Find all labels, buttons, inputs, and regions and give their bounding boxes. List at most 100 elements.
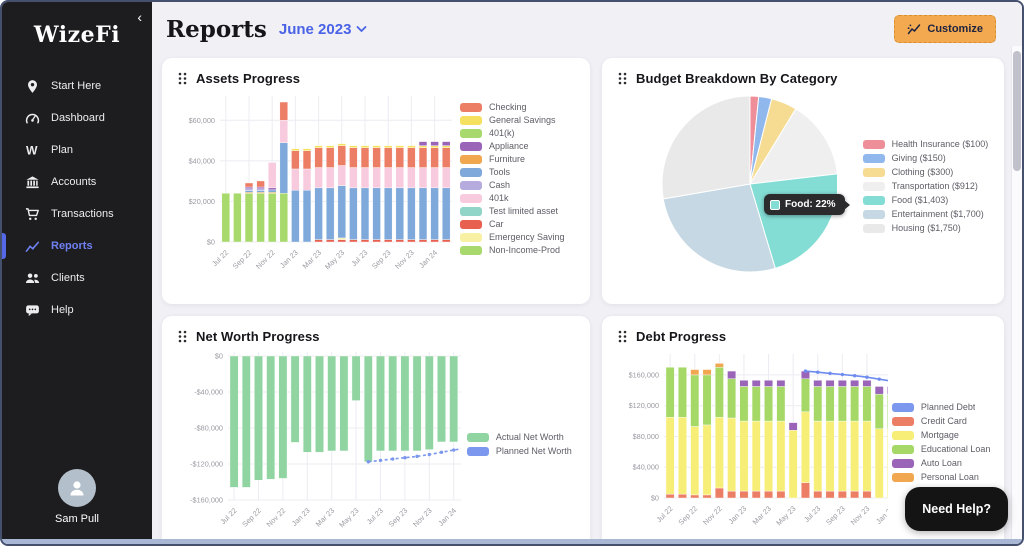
- legend-item[interactable]: Non-Income-Prod: [460, 245, 578, 255]
- legend-item[interactable]: Test limited asset: [460, 206, 578, 216]
- bar-segment: [372, 147, 381, 168]
- legend-item[interactable]: Entertainment ($1,700): [862, 209, 994, 219]
- sidebar-item-accounts[interactable]: Accounts: [2, 166, 152, 198]
- line-marker: [452, 448, 456, 452]
- legend-swatch: [460, 219, 482, 229]
- card-header: Assets Progress: [178, 71, 580, 86]
- bar-segment: [337, 165, 346, 186]
- drag-handle-icon[interactable]: [178, 72, 187, 85]
- legend-item[interactable]: Planned Net Worth: [466, 446, 580, 456]
- bar-segment: [244, 182, 254, 188]
- legend-label: Educational Loan: [920, 444, 991, 454]
- tooltip-swatch: [770, 199, 780, 210]
- legend-item[interactable]: Auto Loan: [891, 458, 994, 468]
- sidebar-item-label: Clients: [51, 272, 85, 284]
- legend-swatch: [891, 430, 914, 440]
- bar-segment: [244, 186, 254, 190]
- bar-segment: [813, 380, 823, 387]
- drag-handle-icon[interactable]: [618, 330, 627, 343]
- legend-item[interactable]: Food ($1,403): [862, 195, 994, 205]
- svg-text:Nov 22: Nov 22: [265, 506, 288, 529]
- bar-segment: [418, 145, 428, 148]
- bar-segment: [314, 187, 323, 240]
- legend-item[interactable]: Planned Debt: [891, 402, 994, 412]
- bar-segment: [714, 367, 724, 418]
- legend-item[interactable]: Tools: [460, 167, 578, 177]
- bar-segment: [268, 162, 277, 189]
- bar-segment: [315, 355, 324, 453]
- legend-item[interactable]: Actual Net Worth: [466, 432, 580, 442]
- svg-text:Mar 23: Mar 23: [301, 248, 323, 270]
- legend-item[interactable]: Credit Card: [891, 416, 994, 426]
- cart-icon: [24, 206, 40, 222]
- bar-segment: [837, 386, 847, 422]
- scrollbar[interactable]: [1011, 46, 1022, 539]
- sidebar-item-start-here[interactable]: Start Here: [2, 70, 152, 102]
- legend-label: Non-Income-Prod: [489, 245, 561, 255]
- legend-swatch: [891, 402, 914, 412]
- avatar[interactable]: [58, 469, 96, 507]
- legend-item[interactable]: Giving ($150): [862, 153, 994, 163]
- assets-legend: Checking General Savings 401(k) Appliance Fu…: [460, 102, 578, 255]
- card-net-worth-progress: Net Worth Progress Jul 22 Sep 22 Nov 22 Jan…: [162, 316, 590, 539]
- legend-item[interactable]: 401(k): [460, 128, 578, 138]
- bar-segment: [376, 355, 385, 452]
- legend-item[interactable]: Cash: [460, 180, 578, 190]
- legend-label: Clothing ($300): [891, 167, 954, 177]
- bar-segment: [418, 239, 428, 243]
- legend-item[interactable]: Housing ($1,750): [862, 223, 994, 233]
- debt-progress-chart[interactable]: Jul 22 Sep 22 Nov 22 Jan 23 Mar 23 May 23 Jul …: [618, 346, 888, 538]
- bar-segment: [337, 239, 346, 243]
- bar-segment: [788, 430, 798, 499]
- budget-pie-chart[interactable]: [648, 88, 837, 284]
- sidebar-item-transactions[interactable]: Transactions: [2, 198, 152, 230]
- scrollbar-thumb[interactable]: [1012, 51, 1021, 171]
- drag-handle-icon[interactable]: [178, 330, 187, 343]
- bar-segment: [678, 493, 687, 499]
- legend-label: Furniture: [489, 154, 526, 164]
- bar-segment: [363, 355, 373, 462]
- drag-handle-icon[interactable]: [618, 72, 627, 85]
- customize-label: Customize: [927, 23, 983, 35]
- bar-segment: [314, 167, 323, 189]
- sidebar-item-help[interactable]: Help: [2, 294, 152, 326]
- net-worth-chart[interactable]: Jul 22 Sep 22 Nov 22 Jan 23 Mar 23 May 23 Jul …: [178, 346, 461, 539]
- sidebar-item-reports[interactable]: Reports: [2, 230, 152, 262]
- sidebar-item-clients[interactable]: Clients: [2, 262, 152, 294]
- legend-item[interactable]: General Savings: [460, 115, 578, 125]
- bar-segment: [302, 355, 312, 453]
- bar-segment: [372, 145, 381, 148]
- period-selector[interactable]: June 2023: [279, 21, 368, 38]
- customize-button[interactable]: Customize: [894, 15, 996, 43]
- legend-item[interactable]: Transportation ($912): [862, 181, 994, 191]
- need-help-button[interactable]: Need Help?: [905, 487, 1008, 531]
- svg-text:Jul 22: Jul 22: [654, 504, 674, 524]
- line-marker: [865, 375, 869, 379]
- legend-swatch: [466, 432, 489, 442]
- bar-segment: [244, 190, 254, 193]
- bar-segment: [714, 363, 724, 368]
- legend-item[interactable]: Educational Loan: [891, 444, 994, 454]
- legend-swatch: [460, 193, 482, 203]
- bar-segment: [407, 147, 416, 168]
- bar-segment: [395, 147, 404, 168]
- bar-segment: [372, 239, 381, 243]
- bars: [221, 101, 451, 243]
- legend-item[interactable]: Clothing ($300): [862, 167, 994, 177]
- legend-item[interactable]: Health Insurance ($100): [862, 139, 994, 149]
- bar-segment: [407, 167, 416, 189]
- legend-item[interactable]: Personal Loan: [891, 472, 994, 482]
- legend-item[interactable]: Checking: [460, 102, 578, 112]
- card-title: Budget Breakdown By Category: [636, 71, 838, 86]
- sidebar-item-dashboard[interactable]: Dashboard: [2, 102, 152, 134]
- legend-item[interactable]: Car: [460, 219, 578, 229]
- legend-item[interactable]: Appliance: [460, 141, 578, 151]
- assets-progress-chart[interactable]: Jul 22 Sep 22 Nov 22 Jan 23 Mar 23 May 23 Jul …: [178, 88, 456, 284]
- sidebar-collapse-button[interactable]: ‹: [137, 9, 142, 25]
- sidebar-item-plan[interactable]: W Plan: [2, 134, 152, 166]
- legend-item[interactable]: Emergency Saving: [460, 232, 578, 242]
- legend-item[interactable]: 401k: [460, 193, 578, 203]
- bank-icon: [24, 174, 40, 190]
- legend-item[interactable]: Furniture: [460, 154, 578, 164]
- legend-item[interactable]: Mortgage: [891, 430, 994, 440]
